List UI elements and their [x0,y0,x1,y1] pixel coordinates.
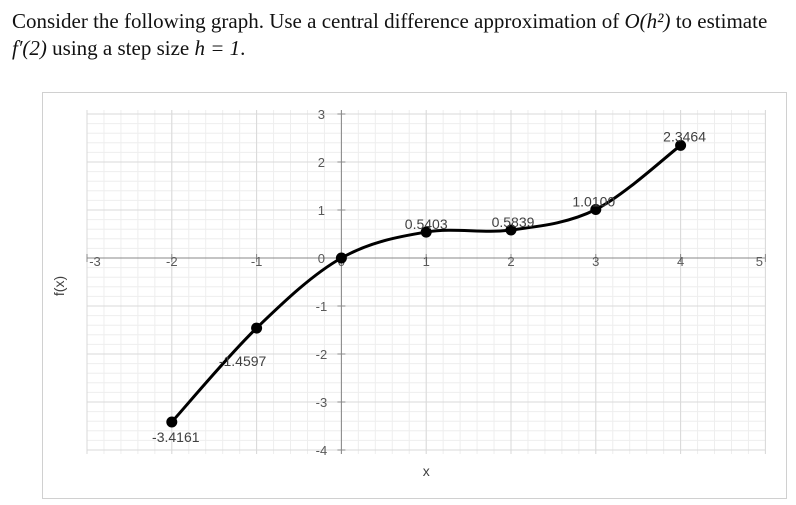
y-axis-label: f(x) [51,276,67,296]
data-label: -3.4161 [152,429,200,445]
data-label: 2.3464 [663,128,706,144]
y-tick-label: 0 [318,251,325,266]
data-label: -1.4597 [219,353,267,369]
question-text: Consider the following graph. Use a cent… [12,8,788,62]
y-tick-label: -1 [316,299,328,314]
question-step-text: using a step size [46,36,195,60]
x-tick-label: 5 [756,254,763,269]
y-tick-label: 3 [318,107,325,122]
x-tick-label: 3 [592,254,599,269]
y-tick-label: -4 [316,443,328,458]
order-notation: O(h²) [624,9,671,33]
derivative-notation: f′(2) [12,36,47,60]
data-series [166,139,687,428]
data-point [420,226,432,238]
x-tick-label: 2 [507,254,514,269]
x-tick-label: -3 [89,254,101,269]
data-point [505,224,517,236]
y-tick-label: 1 [318,203,325,218]
data-point [675,139,687,151]
data-label: 0.5839 [492,214,535,230]
tick-labels: -3-2-10123453210-1-2-3-4 [89,107,763,458]
step-size: h = 1 [194,36,241,60]
question-intro: Consider the following graph. Use a cent… [12,9,625,33]
x-tick-label: 4 [677,254,684,269]
x-tick-label: -1 [251,254,263,269]
question-end: . [240,36,246,60]
data-label: 0.5403 [405,216,448,232]
data-labels: -3.4161 -1.4597 0.5403 0.5839 1.0100 2.3464 [152,128,706,445]
data-point [166,416,178,428]
x-tick-label: 1 [423,254,430,269]
data-point [251,322,263,334]
x-tick-label: -2 [166,254,178,269]
question-mid: to estimate [670,9,768,33]
data-label: 1.0100 [572,194,615,210]
y-tick-label: 2 [318,155,325,170]
y-tick-label: -3 [316,395,328,410]
y-tick-label: -2 [316,347,328,362]
data-point [590,204,602,216]
data-point [335,252,347,264]
x-axis-label: x [423,463,430,479]
